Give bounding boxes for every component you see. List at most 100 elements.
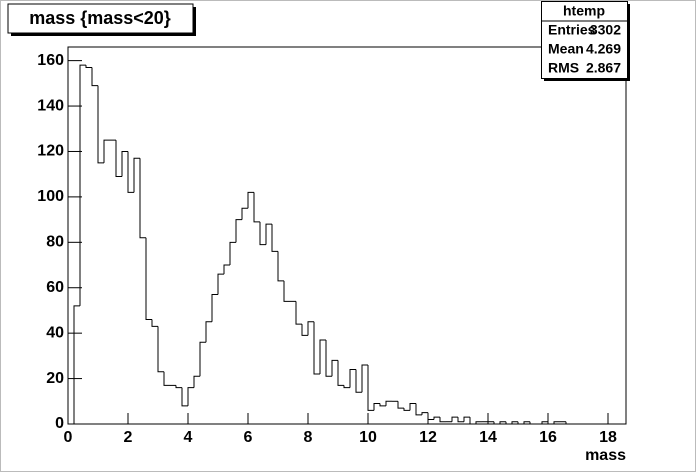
histogram-bin (325, 339, 332, 377)
x-tick-label: 12 (419, 429, 437, 446)
plot-frame (67, 46, 627, 425)
histogram-bin (499, 421, 506, 424)
histogram-bin (235, 219, 242, 243)
stats-label: Mean (548, 41, 584, 57)
histogram-bin (187, 387, 194, 406)
stats-frame (541, 1, 628, 79)
histogram-bin (427, 412, 434, 420)
histogram-bin (337, 360, 344, 386)
histogram-bin (103, 139, 110, 163)
histogram-bin (163, 371, 170, 386)
y-tick-label: 0 (55, 415, 64, 432)
y-tick-label: 60 (46, 279, 64, 296)
histogram-bin (367, 364, 374, 411)
y-tick-label: 160 (37, 52, 64, 69)
histogram-bin (181, 387, 188, 407)
histogram-bin (379, 403, 386, 407)
histogram-bin (73, 305, 80, 424)
x-tick-label: 0 (64, 429, 73, 446)
stats-title: htemp (563, 3, 605, 19)
histogram-bin (85, 65, 92, 68)
stats-value: 2.867 (586, 60, 621, 76)
histogram-bin (349, 368, 356, 388)
histogram-bin (193, 375, 200, 388)
histogram-bin (145, 237, 152, 321)
histogram-bin (247, 191, 254, 209)
x-tick-label: 2 (124, 429, 133, 446)
histogram-bin (313, 321, 320, 375)
histogram-bin (517, 421, 524, 425)
x-tick-label: 18 (599, 429, 617, 446)
histogram-bin (469, 417, 476, 425)
histogram-bin (361, 364, 368, 393)
histogram-bin (343, 385, 350, 389)
histogram-bin (301, 324, 308, 336)
y-tick-label: 80 (46, 234, 64, 251)
histogram-bin (493, 421, 500, 425)
histogram-bin (403, 408, 410, 411)
x-tick-label: 8 (304, 429, 313, 446)
histogram-bin (385, 400, 392, 406)
histogram-bin (277, 251, 284, 282)
stats-label: Entries (548, 22, 596, 38)
histogram-bin (121, 150, 128, 177)
histogram-bin (523, 421, 530, 424)
histogram-bin (175, 385, 182, 389)
histogram-bin (505, 421, 512, 425)
histogram-bin (319, 339, 326, 375)
histogram-bin (373, 403, 380, 411)
histogram-bin (115, 140, 122, 177)
histogram-bin (463, 416, 470, 422)
histogram-bin (205, 321, 212, 343)
histogram-bin (199, 341, 206, 377)
histogram-bin (547, 421, 554, 425)
stats-label: RMS (548, 60, 579, 76)
histogram-bin (253, 192, 260, 223)
histogram-bin (553, 421, 560, 424)
histogram-bin (529, 421, 536, 425)
y-tick-label: 140 (37, 97, 64, 114)
histogram-bin (151, 319, 158, 327)
histogram-bin (127, 151, 134, 193)
histogram-bin (421, 412, 428, 415)
histogram-bin (229, 241, 236, 266)
histogram-bin (397, 401, 404, 409)
title-box (7, 3, 194, 34)
histogram-bin (439, 417, 446, 423)
stats-value: 3302 (590, 22, 621, 38)
x-tick-label: 10 (359, 429, 377, 446)
histogram-bin (511, 421, 518, 424)
histogram-bin (457, 417, 464, 423)
histogram-bin (541, 421, 548, 424)
histogram-bin (91, 67, 98, 87)
histogram-bin (157, 326, 164, 373)
histogram-bin (409, 403, 416, 411)
histogram-bin (241, 207, 248, 220)
histogram-bin (223, 264, 230, 275)
histogram-bin (307, 321, 314, 336)
histogram-bin (133, 157, 140, 193)
x-tick-label: 16 (539, 429, 557, 446)
histogram-bin (565, 421, 572, 425)
histogram-bin (295, 301, 302, 325)
chart-title: mass {mass<20} (29, 8, 171, 28)
histogram-bin (259, 221, 266, 246)
histogram-bin (475, 421, 482, 424)
x-axis-label: mass (585, 447, 626, 464)
histogram-bin (433, 416, 440, 420)
stats-value: 4.269 (586, 41, 621, 57)
x-tick-label: 14 (479, 429, 497, 446)
histogram-bin (265, 223, 272, 245)
y-tick-label: 40 (46, 324, 64, 341)
histogram-bin (139, 158, 146, 239)
histogram-bin (271, 224, 278, 252)
histogram-bin (79, 64, 86, 306)
y-tick-label: 120 (37, 143, 64, 160)
histogram-bin (451, 416, 458, 422)
x-tick-label: 4 (184, 429, 193, 446)
histogram-bin (355, 369, 362, 393)
y-tick-label: 100 (37, 188, 64, 205)
histogram-bin (415, 403, 422, 416)
